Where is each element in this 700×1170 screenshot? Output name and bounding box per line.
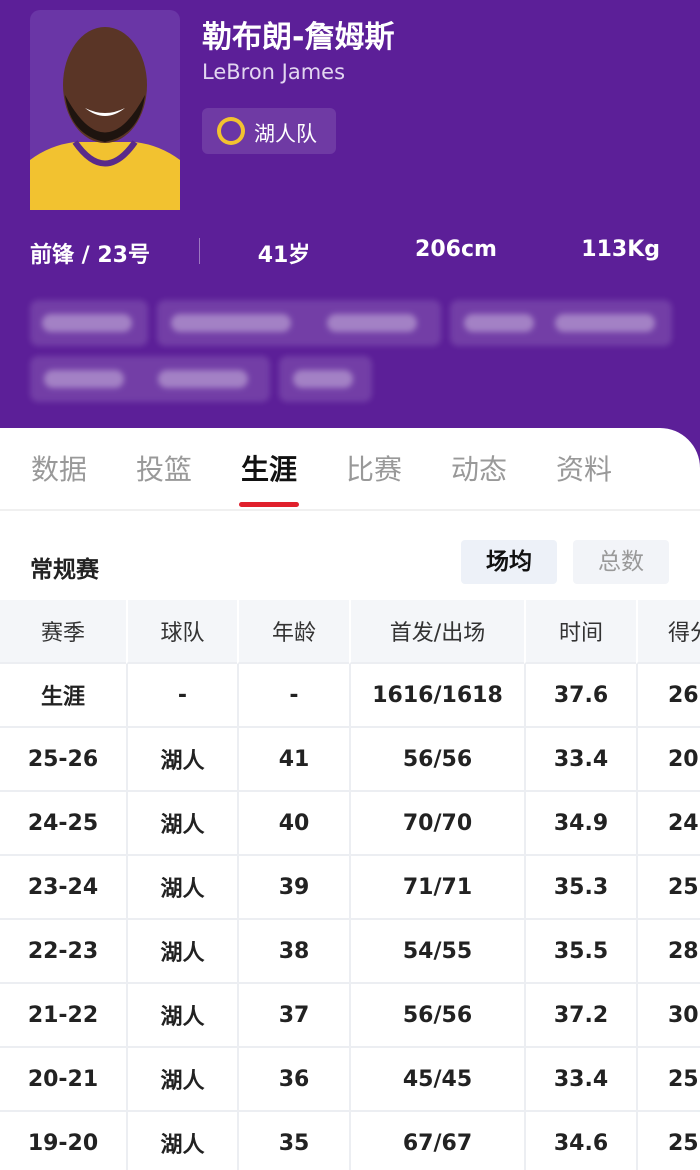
table-cell: 35.3 bbox=[524, 856, 636, 920]
table-header-cell: 时间 bbox=[524, 600, 636, 664]
table-cell: 24-25 bbox=[0, 792, 126, 856]
table-cell: 湖人 bbox=[126, 1048, 237, 1112]
table-cell: 56/56 bbox=[349, 728, 524, 792]
team-name: 湖人队 bbox=[254, 122, 317, 146]
tab[interactable]: 投篮 bbox=[135, 453, 192, 486]
tab[interactable]: 资料 bbox=[555, 453, 612, 486]
table-cell: 37 bbox=[237, 984, 349, 1048]
table-cell: - bbox=[237, 664, 349, 728]
table-cell: 25. bbox=[636, 1112, 700, 1170]
table-cell: 28. bbox=[636, 920, 700, 984]
table-header-cell: 球队 bbox=[126, 600, 237, 664]
team-badge[interactable]: 湖人队 bbox=[202, 108, 336, 154]
table-cell: 22-23 bbox=[0, 920, 126, 984]
table-cell: 37.2 bbox=[524, 984, 636, 1048]
table-cell: 湖人 bbox=[126, 1112, 237, 1170]
table-cell: 71/71 bbox=[349, 856, 524, 920]
table-cell: 35 bbox=[237, 1112, 349, 1170]
table-cell: 41 bbox=[237, 728, 349, 792]
table-cell: 38 bbox=[237, 920, 349, 984]
table-cell: 30. bbox=[636, 984, 700, 1048]
table-cell: 26. bbox=[636, 664, 700, 728]
table-cell: 45/45 bbox=[349, 1048, 524, 1112]
table-cell: 36 bbox=[237, 1048, 349, 1112]
table-cell: 24. bbox=[636, 792, 700, 856]
info-item: 41岁 bbox=[257, 243, 311, 268]
table-cell: 25. bbox=[636, 1048, 700, 1112]
table-cell: 20-21 bbox=[0, 1048, 126, 1112]
team-logo bbox=[217, 117, 245, 145]
tab[interactable]: 比赛 bbox=[345, 453, 402, 486]
table-cell: 40 bbox=[237, 792, 349, 856]
table-cell: 34.6 bbox=[524, 1112, 636, 1170]
info-item: 前锋 / 23号 bbox=[30, 243, 150, 268]
table-cell: 湖人 bbox=[126, 984, 237, 1048]
tab[interactable]: 数据 bbox=[30, 453, 87, 486]
table-cell: 23-24 bbox=[0, 856, 126, 920]
table-cell: 1616/1618 bbox=[349, 664, 524, 728]
table-header-cell: 年龄 bbox=[237, 600, 349, 664]
table-cell: 25. bbox=[636, 856, 700, 920]
section-title: 常规赛 bbox=[30, 557, 99, 583]
tab-indicator bbox=[239, 502, 299, 507]
table-cell: 33.4 bbox=[524, 1048, 636, 1112]
info-item: 206cm bbox=[415, 237, 497, 262]
table-header-cell: 得分 bbox=[636, 600, 700, 664]
tab-divider bbox=[0, 509, 700, 511]
table-cell: 湖人 bbox=[126, 920, 237, 984]
player-name: 勒布朗-詹姆斯 bbox=[202, 20, 395, 55]
table-cell: 67/67 bbox=[349, 1112, 524, 1170]
stats-table: 赛季球队年龄首发/出场时间得分生涯--1616/161837.626.25-26… bbox=[0, 600, 700, 1170]
table-cell: 21-22 bbox=[0, 984, 126, 1048]
toggle-button[interactable]: 总数 bbox=[573, 540, 669, 584]
table-cell: 湖人 bbox=[126, 856, 237, 920]
table-cell: 56/56 bbox=[349, 984, 524, 1048]
table-cell: 35.5 bbox=[524, 920, 636, 984]
table-cell: 37.6 bbox=[524, 664, 636, 728]
table-cell: 湖人 bbox=[126, 792, 237, 856]
table-cell: 湖人 bbox=[126, 728, 237, 792]
table-cell: 20. bbox=[636, 728, 700, 792]
table-cell: - bbox=[126, 664, 237, 728]
table-cell: 生涯 bbox=[0, 664, 126, 728]
table-cell: 19-20 bbox=[0, 1112, 126, 1170]
table-header-cell: 赛季 bbox=[0, 600, 126, 664]
table-cell: 70/70 bbox=[349, 792, 524, 856]
player-photo bbox=[30, 10, 180, 210]
tab[interactable]: 动态 bbox=[450, 453, 507, 486]
table-cell: 54/55 bbox=[349, 920, 524, 984]
table-cell: 33.4 bbox=[524, 728, 636, 792]
tab[interactable]: 生涯 bbox=[240, 453, 297, 486]
table-cell: 25-26 bbox=[0, 728, 126, 792]
table-cell: 34.9 bbox=[524, 792, 636, 856]
player-name-en: LeBron James bbox=[202, 60, 346, 84]
table-cell: 39 bbox=[237, 856, 349, 920]
toggle-button[interactable]: 场均 bbox=[461, 540, 557, 584]
divider bbox=[199, 238, 200, 264]
info-item: 113Kg bbox=[581, 237, 660, 262]
table-header-cell: 首发/出场 bbox=[349, 600, 524, 664]
